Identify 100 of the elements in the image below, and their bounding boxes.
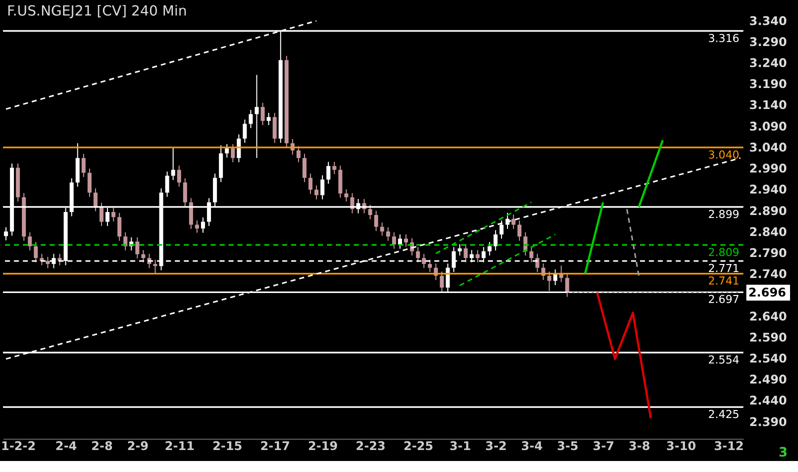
candlestick [368,204,372,220]
x-tick-label: 2-8 [91,439,113,454]
candlestick [141,250,146,263]
candlestick [398,234,402,250]
candlestick [374,210,378,232]
candlestick [189,198,194,230]
y-tick-label: 3.290 [749,34,787,49]
candlestick [272,112,277,144]
candlestick [88,168,92,198]
ref-line-label: 2.741 [708,274,740,288]
x-tick-label: 2-15 [212,439,242,454]
candlestick [494,230,498,251]
candlestick [529,246,534,263]
y-tick-label: 2.490 [749,372,787,387]
candlestick [296,146,301,163]
candlestick [320,174,324,200]
candlestick [183,178,188,208]
y-tick-label: 3.140 [749,98,787,112]
candlestick [266,112,271,126]
candlestick [547,271,552,292]
candlestick [511,214,516,230]
y-tick-label: 2.440 [749,394,787,408]
x-tick-label: 3-1 [449,439,471,454]
y-tick-label: 2.990 [749,162,787,176]
ref-line-label: 3.040 [708,148,740,162]
x-tick-label: 2-19 [308,439,338,454]
x-tick-label: 1-2-2 [1,439,36,454]
candlestick [428,259,432,272]
x-tick-label: 3-2 [485,439,507,454]
candlestick [117,212,122,242]
candlestick [517,220,522,242]
x-tick-label: 2-4 [55,439,77,454]
y-tick-label: 2.390 [749,414,787,429]
y-tick-label: 2.790 [749,246,787,260]
candlestick [404,234,408,248]
candlestick [94,188,98,212]
candlestick [153,259,158,274]
ref-line-label: 2.425 [708,408,740,421]
candlestick [332,161,336,175]
annotation: 2.696 [748,286,786,300]
y-tick-label: 2.590 [749,330,787,344]
candlestick [135,236,140,259]
candlestick [344,188,348,202]
x-tick-label: 2-17 [260,439,290,454]
x-tick-label: 3-12 [714,439,744,454]
x-tick-label: 2-25 [404,439,434,454]
candlestick [4,226,8,241]
y-tick-label: 2.840 [749,224,787,239]
candlestick [28,232,32,251]
candlestick [553,268,558,286]
candlestick [488,242,492,256]
ref-line-label: 2.899 [708,208,740,221]
candlestick [111,207,116,222]
candlestick [314,184,318,200]
candlestick [464,244,468,263]
y-tick-label: 2.540 [749,351,787,366]
candlestick [165,171,170,198]
y-tick-label: 2.890 [749,204,787,218]
candlestick [500,220,504,240]
ref-line-label: 2.554 [708,354,740,367]
candlestick [100,202,104,226]
candlestick [248,109,253,129]
candlestick [392,232,396,250]
y-tick-label: 2.640 [749,309,787,324]
x-tick-label: 2-11 [164,439,195,454]
candlestick [254,74,259,159]
candlestick [302,153,306,183]
line-series [596,291,652,420]
x-tick-label: 2-9 [127,439,149,454]
candlestick [224,144,229,158]
x-tick-label: 2-23 [356,439,386,454]
candlestick [565,273,570,298]
y-tick-label: 2.940 [749,182,787,197]
candlestick [338,165,342,198]
candlestick [535,253,540,272]
candlestick [458,244,462,256]
candlestick [171,146,176,180]
candlestick [236,134,241,163]
text: 3 [778,446,788,461]
candlestick [326,161,330,184]
y-tick-label: 2.740 [749,267,787,282]
chart-title: F.US.NGEJ21 [CV] 240 Min [6,3,187,20]
candlestick [201,217,205,234]
candlestick [422,253,426,269]
candlestick [386,226,390,242]
ref-line-label: 2.809 [708,246,740,259]
y-tick-label: 3.340 [749,14,787,28]
candlestick [260,102,265,126]
x-tick-label: 3-10 [666,439,696,454]
ref-line-label: 2.697 [708,293,740,306]
x-tick-label: 3-4 [521,439,543,454]
candlestick [476,250,480,263]
x-tick-label: 3-5 [556,439,578,454]
candlestick [416,246,420,263]
y-tick-label: 3.190 [749,77,787,92]
candlestick [82,153,86,178]
candlestick [440,271,444,293]
y-tick-label: 3.090 [749,119,787,134]
candlestick [177,165,182,188]
y-tick-label: 3.240 [749,56,787,70]
